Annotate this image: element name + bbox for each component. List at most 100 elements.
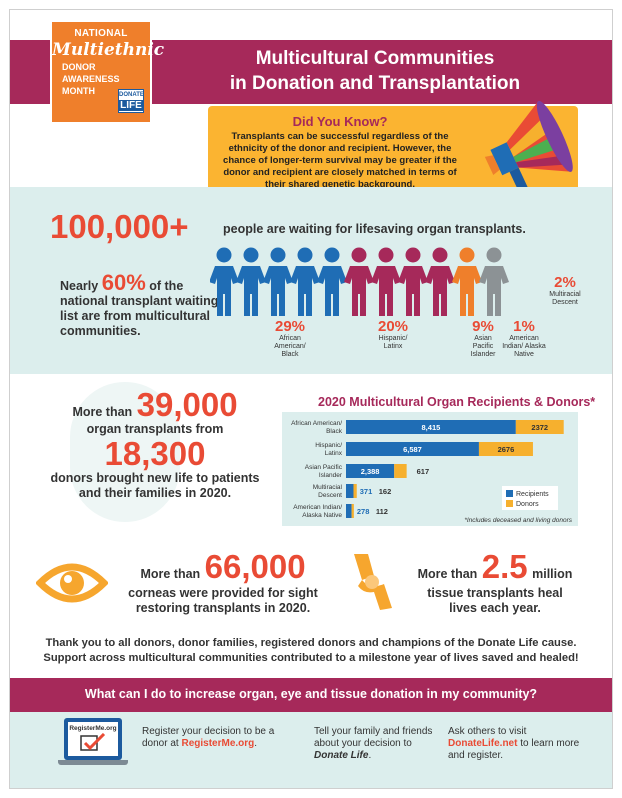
corneas-stat: More than 66,000 corneas were provided f…	[98, 548, 348, 616]
group-asian-pacific: 9% Asian Pacific Islander	[463, 318, 503, 359]
category-label: Alaska Native	[302, 512, 342, 519]
title-line-1: Multicultural Communities	[255, 48, 495, 69]
logo-national: NATIONAL	[74, 28, 128, 39]
recipients-value-label: 278	[357, 507, 370, 516]
category-label: African American/	[291, 420, 342, 427]
legend-label: Donors	[516, 501, 539, 508]
donors-value-label: 2676	[498, 445, 515, 454]
legend-label: Recipients	[516, 491, 549, 498]
group-label: African American/ Black	[274, 335, 306, 358]
category-label: Black	[326, 428, 343, 435]
action-ask-text: Ask others to visit	[448, 726, 527, 737]
group-pct: 1%	[513, 318, 535, 335]
recipients-bar	[346, 442, 479, 456]
transplants-mid: organ transplants from	[86, 422, 224, 436]
group-pct: 9%	[472, 318, 494, 335]
corneas-post: corneas were provided for sight restorin…	[128, 586, 318, 615]
did-you-know-box: Did You Know? Transplants can be success…	[208, 100, 578, 210]
person-figure	[425, 247, 455, 316]
category-label: Multiracial	[313, 484, 343, 491]
person-figure	[479, 247, 509, 316]
page-title: Multicultural Communities in Donation an…	[180, 46, 570, 96]
knee-joint-icon	[354, 554, 392, 610]
tissue-num: 2.5	[481, 548, 528, 585]
donors-value-label: 162	[379, 487, 392, 496]
person-figure	[236, 247, 266, 316]
corneas-pre: More than	[140, 567, 201, 581]
group-label: Multiracial Descent	[549, 291, 581, 306]
transplants-num1: 39,000	[136, 386, 238, 423]
person-figure	[210, 247, 239, 316]
logo-awareness: AWARENESS	[62, 74, 120, 84]
donors-bar	[353, 484, 357, 498]
group-pct: 29%	[274, 318, 306, 335]
person-figure	[290, 247, 320, 316]
laptop-icon: RegisterMe.org	[58, 718, 128, 770]
recipients-donors-chart: African American/Black 8,415 2372 Hispanic/…	[291, 420, 573, 524]
thanks-line-1: Thank you to all donors, donor families,…	[45, 637, 577, 649]
group-pct: 20%	[377, 318, 409, 335]
action-register-text: Register your decision to be a donor at	[142, 726, 275, 749]
person-figure	[371, 247, 401, 316]
registerme-link[interactable]: RegisterMe.org	[181, 738, 255, 749]
logo-donor: DONOR	[62, 62, 96, 72]
people-row	[210, 247, 509, 316]
category-label: Islander	[319, 472, 343, 479]
chart-footnote: *Includes deceased and living donors	[464, 517, 572, 524]
donors-value-label: 2372	[531, 423, 548, 432]
donatelife-link[interactable]: DonateLife.net	[448, 738, 518, 749]
donate-life-badge: DONATE LIFE	[118, 89, 144, 113]
person-figure	[452, 247, 482, 316]
group-hispanic: 20% Hispanic/ Latinx	[363, 318, 423, 351]
recipients-bar	[346, 484, 354, 498]
action-register-end: .	[254, 738, 258, 749]
megaphone-icon	[484, 100, 573, 192]
question-band	[10, 678, 612, 712]
thank-you-message: Thank you to all donors, donor families,…	[30, 636, 592, 666]
recipients-value-label: 6,587	[403, 445, 422, 454]
logo-multiethnic: Multiethnic	[52, 40, 165, 60]
transplants-pre: More than	[72, 405, 133, 419]
person-figure	[344, 247, 374, 316]
title-line-2: in Donation and Transplantation	[229, 73, 521, 94]
logo-month: MONTH	[62, 86, 95, 96]
donors-bar	[515, 420, 564, 434]
donors-bar	[351, 504, 354, 518]
transplants-post: donors brought new life to patients and …	[50, 471, 260, 500]
recipients-bar	[346, 464, 395, 478]
group-multiracial: 2% Multiracial Descent	[540, 274, 590, 307]
action-tell-text: Tell your family and friends about your …	[314, 726, 433, 749]
recipients-value-label: 8,415	[422, 423, 441, 432]
recipients-bar	[346, 420, 516, 434]
thanks-line-2: Support across multicultural communities…	[43, 652, 579, 664]
action-tell-family: Tell your family and friends about your …	[314, 726, 434, 762]
did-you-know-text: Transplants can be successful regardless…	[223, 131, 457, 190]
group-american-indian: 1% American Indian/ Alaska Native	[500, 318, 548, 359]
recipients-value-label: 2,388	[361, 467, 380, 476]
checkmark-icon	[80, 733, 106, 751]
group-label: American Indian/ Alaska Native	[502, 335, 546, 358]
transplants-num2: 18,300	[104, 435, 206, 472]
nearly-pct: 60%	[101, 270, 146, 295]
chart-title: 2020 Multicultural Organ Recipients & Do…	[318, 395, 596, 409]
person-figure	[398, 247, 428, 316]
action-ask-others: Ask others to visit DonateLife.net to le…	[448, 726, 588, 762]
laptop-label: RegisterMe.org	[69, 725, 117, 732]
category-label: Hispanic/	[315, 442, 342, 449]
donors-value-label: 617	[417, 467, 430, 476]
legend-swatch	[506, 500, 513, 507]
action-ask-end: to learn more and register.	[448, 738, 580, 761]
recipients-bar	[346, 504, 352, 518]
nearly-sixty-text: Nearly 60% of the national transplant wa…	[60, 272, 225, 339]
corneas-num: 66,000	[204, 548, 306, 585]
category-label: American Indian/	[293, 504, 342, 511]
eye-icon	[36, 563, 108, 603]
group-pct: 2%	[554, 274, 576, 291]
group-label: Asian Pacific Islander	[470, 335, 496, 358]
person-figure	[263, 247, 293, 316]
question-text: What can I do to increase organ, eye and…	[84, 687, 538, 701]
group-african-american: 29% African American/ Black	[250, 318, 330, 359]
waiting-big-number: 100,000+	[50, 208, 189, 245]
nearly-post: of the national transplant waiting list …	[60, 279, 219, 338]
donate-life-emphasis: Donate Life	[314, 750, 369, 761]
